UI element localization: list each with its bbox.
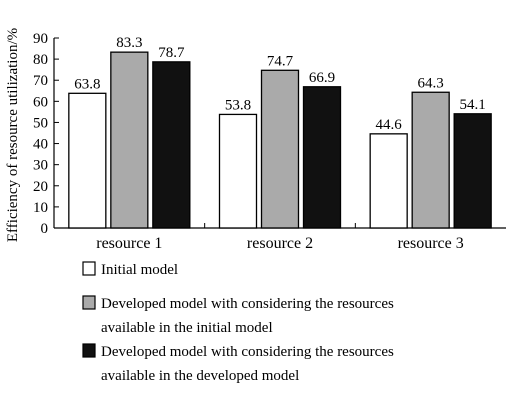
bar bbox=[453, 113, 492, 229]
y-tick-label: 70 bbox=[33, 73, 48, 89]
y-tick-label: 90 bbox=[33, 31, 48, 47]
y-axis-label: Efficiency of resource utilization/% bbox=[5, 28, 21, 242]
legend-swatch bbox=[82, 261, 96, 276]
y-tick-label: 60 bbox=[33, 94, 48, 110]
y-tick-label: 10 bbox=[33, 200, 48, 216]
legend: Initial model Developed model with consid… bbox=[82, 261, 394, 384]
bar bbox=[68, 92, 107, 229]
data-label: 83.3 bbox=[116, 35, 142, 51]
bar bbox=[302, 86, 342, 229]
data-label: 53.8 bbox=[225, 97, 251, 113]
bar bbox=[152, 61, 191, 229]
data-label: 54.1 bbox=[460, 97, 486, 113]
data-label: 66.9 bbox=[309, 70, 335, 86]
y-tick-label: 30 bbox=[33, 158, 48, 174]
bar bbox=[411, 91, 450, 229]
bar bbox=[369, 133, 408, 229]
y-tick-label: 80 bbox=[33, 52, 48, 68]
legend-entry: Developed model with considering the res… bbox=[101, 344, 394, 360]
legend-entry: Initial model bbox=[101, 262, 178, 278]
data-labels: 63.8 83.3 78.7 53.8 74.7 66.9 44.6 64.3 54.1 bbox=[74, 35, 486, 133]
bar bbox=[218, 113, 258, 229]
data-label: 74.7 bbox=[267, 53, 294, 69]
bar bbox=[110, 51, 149, 229]
y-tick-label: 40 bbox=[33, 137, 48, 153]
y-tick-label: 50 bbox=[33, 115, 48, 131]
legend-swatch bbox=[82, 295, 96, 310]
data-label: 78.7 bbox=[158, 45, 185, 61]
y-axis: 0 10 20 30 40 50 60 70 80 90 bbox=[33, 31, 59, 237]
legend-swatch bbox=[82, 343, 96, 358]
data-label: 63.8 bbox=[74, 76, 100, 92]
data-label: 64.3 bbox=[418, 75, 444, 91]
y-tick-label: 20 bbox=[33, 179, 48, 195]
bars bbox=[68, 51, 492, 229]
legend-entry: available in the developed model bbox=[101, 368, 299, 384]
y-tick-label: 0 bbox=[41, 221, 49, 237]
category-label: resource 2 bbox=[247, 235, 313, 252]
legend-entry: Developed model with considering the res… bbox=[101, 296, 394, 312]
category-label: resource 1 bbox=[96, 235, 162, 252]
legend-entry: available in the initial model bbox=[101, 320, 273, 336]
category-label: resource 3 bbox=[398, 235, 464, 252]
data-label: 44.6 bbox=[376, 117, 403, 133]
bar bbox=[260, 69, 300, 229]
